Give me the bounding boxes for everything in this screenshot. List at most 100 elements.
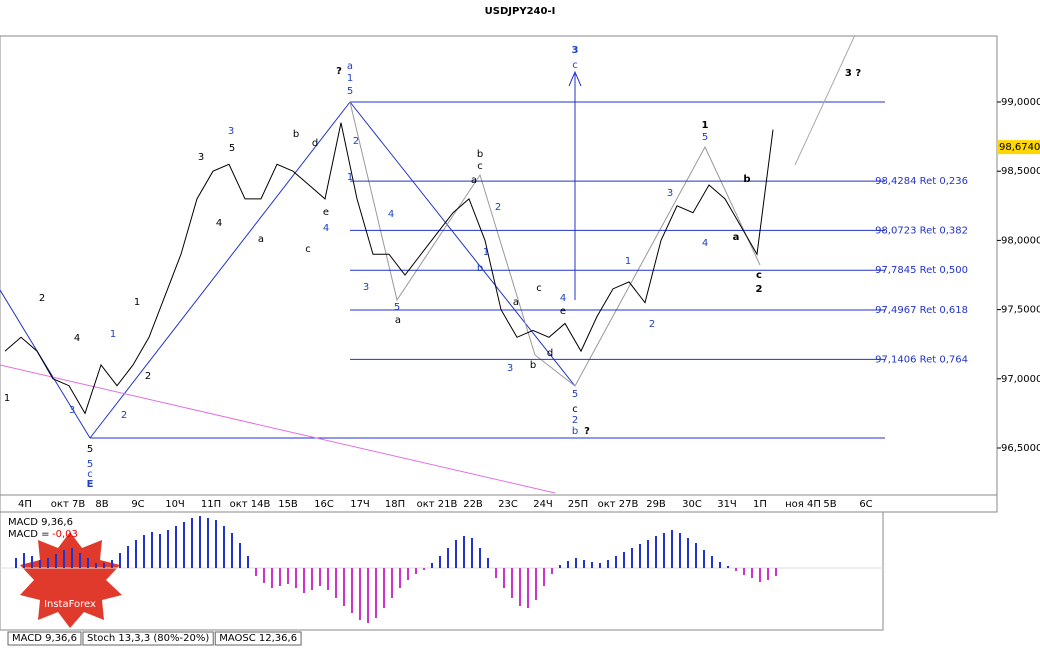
wave-label: 1 <box>4 393 10 404</box>
wave-label: 5 <box>87 444 93 455</box>
wave-label: b <box>743 174 750 185</box>
wave-label: E <box>87 479 94 490</box>
current-price-box <box>997 140 1040 155</box>
wave-label: 1 <box>702 120 709 131</box>
fib-label: 97,7845 Ret 0,500 <box>875 265 968 276</box>
wave-label: 4 <box>74 333 80 344</box>
wave-label: 3 <box>507 363 513 374</box>
wave-label: 3 <box>572 45 579 56</box>
wave-line <box>349 101 576 387</box>
date-label: 18П <box>385 499 405 510</box>
date-label: 23С <box>498 499 518 510</box>
date-label: 6С <box>859 499 872 510</box>
wave-label: 5 <box>394 302 400 313</box>
wave-label: 2 <box>353 136 359 147</box>
date-label: 15В <box>278 499 298 510</box>
indicator-tab[interactable]: MAOSC 12,36,6 <box>219 633 297 644</box>
wave-label: d <box>547 348 553 359</box>
date-label: 5В <box>823 499 836 510</box>
fib-label: 97,1406 Ret 0,764 <box>875 354 968 365</box>
wave-label: c <box>87 469 93 480</box>
date-label: 30С <box>682 499 702 510</box>
wave-label: 2 <box>145 371 151 382</box>
wave-label: 1 <box>110 329 116 340</box>
date-label: 4П <box>18 499 32 510</box>
date-label: 11П <box>201 499 221 510</box>
date-label: ноя 4П <box>785 499 821 510</box>
date-label: 1П <box>753 499 767 510</box>
wave-label: 5 <box>702 132 708 143</box>
wave-label: 4 <box>388 209 394 220</box>
wave-label: ? <box>584 426 590 437</box>
trend-line <box>794 34 856 166</box>
wave-label: 3 <box>228 126 234 137</box>
fib-label: 97,4967 Ret 0,618 <box>875 305 968 316</box>
wave-line <box>349 101 761 387</box>
wave-label: 3 ? <box>845 68 861 79</box>
logo: InstaForex <box>20 532 122 628</box>
wave-label: 4 <box>216 218 222 229</box>
tab-frame[interactable] <box>214 631 302 646</box>
indicator-tab[interactable]: Stoch 13,3,3 (80%-20%) <box>87 633 209 644</box>
wave-label: a <box>733 232 740 243</box>
wave-label: a <box>513 297 519 308</box>
date-label: 9С <box>131 499 144 510</box>
fib-label: 98,4284 Ret 0,236 <box>875 176 968 187</box>
logo-text: InstaForex <box>44 599 96 610</box>
date-label: окт 27В <box>598 499 639 510</box>
price-label: 97,5000 <box>1001 305 1040 316</box>
date-label: 8В <box>95 499 108 510</box>
price-label: 97,0000 <box>1001 374 1040 385</box>
wave-label: b <box>477 149 483 160</box>
chart-title: USDJPY240-I <box>485 6 556 17</box>
date-label: 10Ч <box>165 499 185 510</box>
wave-label: a <box>395 315 401 326</box>
date-label: окт 7В <box>51 499 86 510</box>
wave-label: 3 <box>363 282 369 293</box>
indicator-tab[interactable]: MACD 9,36,6 <box>12 633 77 644</box>
wave-label: 3 <box>69 405 75 416</box>
wave-line <box>89 101 351 439</box>
wave-label: 2 <box>39 293 45 304</box>
wave-label: c <box>477 161 483 172</box>
wave-label: c <box>572 404 578 415</box>
macd-name: MACD 9,36,6 <box>8 517 73 528</box>
wave-label: 1 <box>134 297 140 308</box>
price-label: 99,0000 <box>1001 97 1040 108</box>
macd-prefix: MACD = <box>8 529 50 540</box>
wave-label: 5 <box>347 86 353 97</box>
tab-frame[interactable] <box>7 631 82 646</box>
wave-label: c <box>305 244 311 255</box>
wave-label: 1 <box>483 247 489 258</box>
wave-label: e <box>323 207 329 218</box>
date-label: 24Ч <box>533 499 553 510</box>
wave-label: 3 <box>198 152 204 163</box>
wave-label: c <box>536 283 542 294</box>
wave-label: 4 <box>323 223 329 234</box>
tab-frame[interactable] <box>82 631 214 646</box>
wave-label: b <box>477 263 483 274</box>
date-label: 22В <box>463 499 483 510</box>
wave-label: a <box>258 234 264 245</box>
wave-label: ? <box>336 66 342 77</box>
logo-badge <box>20 532 122 628</box>
wave-label: 2 <box>649 319 655 330</box>
date-label: окт 14В <box>230 499 271 510</box>
fib-label: 98,0723 Ret 0,382 <box>875 225 968 236</box>
date-label: 31Ч <box>717 499 737 510</box>
wave-label: 2 <box>121 410 127 421</box>
wave-label: c <box>756 270 762 281</box>
wave-label: e <box>560 306 566 317</box>
date-label: 16С <box>314 499 334 510</box>
wave-label: b <box>572 426 578 437</box>
wave-label: a <box>471 175 477 186</box>
wave-label: b <box>293 129 299 140</box>
wave-label: 2 <box>495 202 501 213</box>
price-label: 96,5000 <box>1001 443 1040 454</box>
price-line <box>4 122 774 415</box>
wave-label: d <box>312 138 318 149</box>
wave-label: 1 <box>347 172 353 183</box>
wave-label: 1 <box>625 256 631 267</box>
